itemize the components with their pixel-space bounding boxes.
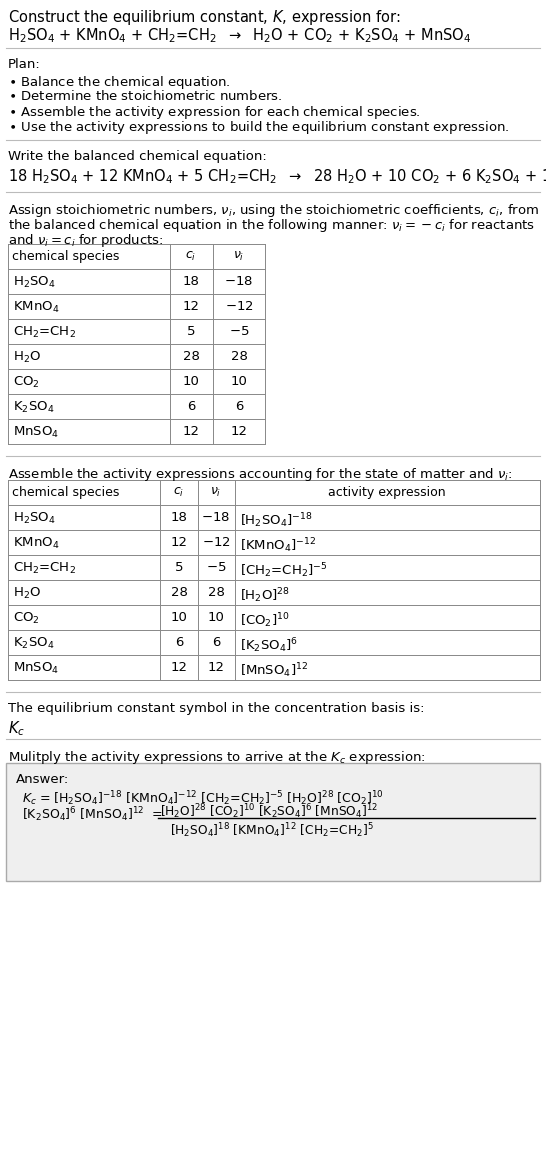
Text: $K_c$ = [H$_2$SO$_4$]$^{-18}$ [KMnO$_4$]$^{-12}$ [CH$_2$=CH$_2$]$^{-5}$ [H$_2$O]: $K_c$ = [H$_2$SO$_4$]$^{-18}$ [KMnO$_4$]… bbox=[22, 789, 384, 808]
Text: $\nu_i$: $\nu_i$ bbox=[233, 250, 245, 263]
Text: [CH$_2$=CH$_2$]$^{-5}$: [CH$_2$=CH$_2$]$^{-5}$ bbox=[240, 561, 328, 580]
Text: Answer:: Answer: bbox=[16, 773, 69, 787]
Text: $-$5: $-$5 bbox=[229, 324, 249, 338]
Text: K$_2$SO$_4$: K$_2$SO$_4$ bbox=[13, 400, 55, 415]
Text: $c_i$: $c_i$ bbox=[174, 485, 185, 499]
Text: 10: 10 bbox=[230, 375, 247, 387]
Text: $\bullet$ Balance the chemical equation.: $\bullet$ Balance the chemical equation. bbox=[8, 74, 230, 91]
Text: [H$_2$SO$_4$]$^{-18}$: [H$_2$SO$_4$]$^{-18}$ bbox=[240, 511, 312, 530]
Text: $-$5: $-$5 bbox=[206, 561, 226, 574]
Text: activity expression: activity expression bbox=[328, 485, 446, 499]
Text: $\bullet$ Assemble the activity expression for each chemical species.: $\bullet$ Assemble the activity expressi… bbox=[8, 104, 420, 121]
Text: 6: 6 bbox=[175, 636, 183, 649]
Text: 6: 6 bbox=[187, 400, 195, 413]
Text: $-$12: $-$12 bbox=[224, 300, 253, 313]
Text: 28: 28 bbox=[207, 586, 224, 599]
Text: 12: 12 bbox=[182, 425, 199, 438]
Text: 18: 18 bbox=[170, 511, 187, 524]
Text: 28: 28 bbox=[230, 350, 247, 363]
Text: 12: 12 bbox=[170, 661, 187, 675]
Text: Construct the equilibrium constant, $K$, expression for:: Construct the equilibrium constant, $K$,… bbox=[8, 8, 401, 27]
Text: CH$_2$=CH$_2$: CH$_2$=CH$_2$ bbox=[13, 324, 76, 340]
Text: CO$_2$: CO$_2$ bbox=[13, 375, 40, 390]
Text: Assemble the activity expressions accounting for the state of matter and $\nu_i$: Assemble the activity expressions accoun… bbox=[8, 466, 513, 483]
Text: [K$_2$SO$_4$]$^{6}$: [K$_2$SO$_4$]$^{6}$ bbox=[240, 636, 298, 655]
Text: 5: 5 bbox=[187, 324, 195, 338]
Text: 10: 10 bbox=[182, 375, 199, 387]
Text: H$_2$O: H$_2$O bbox=[13, 350, 41, 365]
Text: chemical species: chemical species bbox=[12, 250, 120, 263]
Text: 18 H$_2$SO$_4$ + 12 KMnO$_4$ + 5 CH$_2$=CH$_2$  $\rightarrow$  28 H$_2$O + 10 CO: 18 H$_2$SO$_4$ + 12 KMnO$_4$ + 5 CH$_2$=… bbox=[8, 167, 546, 186]
Text: 6: 6 bbox=[212, 636, 220, 649]
Text: 28: 28 bbox=[170, 586, 187, 599]
Text: and $\nu_i = c_i$ for products:: and $\nu_i = c_i$ for products: bbox=[8, 232, 164, 249]
Text: Assign stoichiometric numbers, $\nu_i$, using the stoichiometric coefficients, $: Assign stoichiometric numbers, $\nu_i$, … bbox=[8, 202, 539, 219]
Text: H$_2$SO$_4$ + KMnO$_4$ + CH$_2$=CH$_2$  $\rightarrow$  H$_2$O + CO$_2$ + K$_2$SO: H$_2$SO$_4$ + KMnO$_4$ + CH$_2$=CH$_2$ $… bbox=[8, 26, 471, 44]
Text: $-$18: $-$18 bbox=[201, 511, 230, 524]
Text: $-$12: $-$12 bbox=[201, 536, 230, 548]
Text: Write the balanced chemical equation:: Write the balanced chemical equation: bbox=[8, 151, 267, 163]
Text: MnSO$_4$: MnSO$_4$ bbox=[13, 661, 59, 676]
Text: 12: 12 bbox=[182, 300, 199, 313]
Text: Mulitply the activity expressions to arrive at the $K_c$ expression:: Mulitply the activity expressions to arr… bbox=[8, 749, 426, 766]
Text: $-$18: $-$18 bbox=[224, 275, 253, 288]
Text: 12: 12 bbox=[170, 536, 187, 548]
Text: $\nu_i$: $\nu_i$ bbox=[210, 485, 222, 499]
Text: 10: 10 bbox=[207, 612, 224, 624]
Text: KMnO$_4$: KMnO$_4$ bbox=[13, 300, 60, 315]
Text: the balanced chemical equation in the following manner: $\nu_i = -c_i$ for react: the balanced chemical equation in the fo… bbox=[8, 217, 535, 235]
Text: [KMnO$_4$]$^{-12}$: [KMnO$_4$]$^{-12}$ bbox=[240, 536, 316, 554]
Text: 10: 10 bbox=[170, 612, 187, 624]
Text: [H$_2$SO$_4$]$^{18}$ [KMnO$_4$]$^{12}$ [CH$_2$=CH$_2$]$^{5}$: [H$_2$SO$_4$]$^{18}$ [KMnO$_4$]$^{12}$ [… bbox=[170, 822, 373, 840]
Text: K$_2$SO$_4$: K$_2$SO$_4$ bbox=[13, 636, 55, 651]
FancyBboxPatch shape bbox=[6, 763, 540, 881]
Text: H$_2$SO$_4$: H$_2$SO$_4$ bbox=[13, 511, 56, 526]
Text: [CO$_2$]$^{10}$: [CO$_2$]$^{10}$ bbox=[240, 612, 290, 630]
Text: $\bullet$ Determine the stoichiometric numbers.: $\bullet$ Determine the stoichiometric n… bbox=[8, 89, 283, 103]
Text: 6: 6 bbox=[235, 400, 243, 413]
Text: $\bullet$ Use the activity expressions to build the equilibrium constant express: $\bullet$ Use the activity expressions t… bbox=[8, 119, 509, 137]
Text: 12: 12 bbox=[230, 425, 247, 438]
Text: [H$_2$O]$^{28}$: [H$_2$O]$^{28}$ bbox=[240, 586, 290, 605]
Text: [H$_2$O]$^{28}$ [CO$_2$]$^{10}$ [K$_2$SO$_4$]$^{6}$ [MnSO$_4$]$^{12}$: [H$_2$O]$^{28}$ [CO$_2$]$^{10}$ [K$_2$SO… bbox=[160, 802, 378, 820]
Text: Plan:: Plan: bbox=[8, 58, 41, 71]
Text: H$_2$SO$_4$: H$_2$SO$_4$ bbox=[13, 275, 56, 291]
Text: 28: 28 bbox=[182, 350, 199, 363]
Text: $c_i$: $c_i$ bbox=[186, 250, 197, 263]
Text: KMnO$_4$: KMnO$_4$ bbox=[13, 536, 60, 551]
Text: CH$_2$=CH$_2$: CH$_2$=CH$_2$ bbox=[13, 561, 76, 576]
Text: [K$_2$SO$_4$]$^{6}$ [MnSO$_4$]$^{12}$  =: [K$_2$SO$_4$]$^{6}$ [MnSO$_4$]$^{12}$ = bbox=[22, 805, 163, 824]
Text: 12: 12 bbox=[207, 661, 224, 675]
Text: H$_2$O: H$_2$O bbox=[13, 586, 41, 601]
Text: MnSO$_4$: MnSO$_4$ bbox=[13, 425, 59, 440]
Text: [MnSO$_4$]$^{12}$: [MnSO$_4$]$^{12}$ bbox=[240, 661, 308, 679]
Text: CO$_2$: CO$_2$ bbox=[13, 612, 40, 627]
Text: chemical species: chemical species bbox=[12, 485, 120, 499]
Text: 5: 5 bbox=[175, 561, 183, 574]
Text: 18: 18 bbox=[182, 275, 199, 288]
Text: The equilibrium constant symbol in the concentration basis is:: The equilibrium constant symbol in the c… bbox=[8, 703, 424, 715]
Text: $K_c$: $K_c$ bbox=[8, 719, 25, 738]
